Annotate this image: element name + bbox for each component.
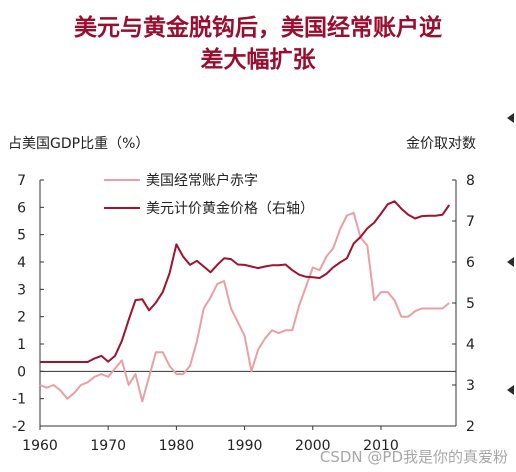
y-left-tick-label: 1 (17, 337, 26, 353)
bullet-arrow-icon (507, 385, 514, 395)
y-right-tick-label: 8 (466, 173, 475, 189)
series-line-1 (39, 211, 450, 403)
chart-title-line-2: 差大幅扩张 (200, 46, 316, 73)
x-tick-label: 2010 (363, 438, 399, 454)
legend-label-1: 美国经常账户赤字 (146, 172, 258, 189)
y-right-tick-label: 7 (466, 214, 475, 230)
side-bullets (507, 113, 514, 395)
y-left-tick-label: 5 (17, 228, 26, 244)
y-left-tick-label: 3 (17, 282, 26, 298)
y-left-tick-label: 4 (17, 255, 26, 271)
chart-title: 美元与黄金脱钩后，美国经常账户逆 差大幅扩张 (0, 12, 516, 76)
tick-labels: -2 -1 0 1 2 3 4 5 6 7 2 3 4 5 6 7 8 1960 1970 1980 1990 2000 2… (12, 173, 475, 454)
y-right-tick-label: 3 (466, 378, 475, 394)
y-left-tick-label: -2 (12, 419, 26, 435)
y-right-tick-label: 5 (466, 296, 475, 312)
left-axis-label: 占美国GDP比重（%） (8, 136, 149, 152)
y-left-tick-label: 2 (17, 310, 26, 326)
y-left-tick-label: -1 (12, 392, 26, 408)
y-right-tick-label: 2 (466, 419, 475, 435)
x-tick-label: 2000 (295, 438, 331, 454)
y-left-tick-label: 0 (17, 364, 26, 380)
x-tick-label: 1970 (90, 438, 126, 454)
axes (39, 179, 457, 430)
y-right-tick-label: 6 (466, 255, 475, 271)
bullet-arrow-icon (507, 257, 514, 267)
bullet-arrow-icon (507, 113, 514, 123)
y-left-tick-label: 7 (17, 173, 26, 189)
y-left-tick-label: 6 (17, 200, 26, 216)
watermark: CSDN @PD我是你的真爱粉 (320, 448, 508, 466)
x-tick-label: 1990 (227, 438, 263, 454)
x-tick-label: 1960 (22, 438, 58, 454)
chart-title-line-1: 美元与黄金脱钩后，美国经常账户逆 (74, 14, 442, 41)
y-right-tick-label: 4 (466, 337, 475, 353)
x-tick-label: 1980 (159, 438, 195, 454)
series-lines (39, 200, 451, 403)
right-axis-label: 金价取对数 (406, 136, 476, 152)
legend-label-2: 美元计价黄金价格（右轴） (146, 200, 314, 217)
series-line-2 (40, 200, 451, 363)
